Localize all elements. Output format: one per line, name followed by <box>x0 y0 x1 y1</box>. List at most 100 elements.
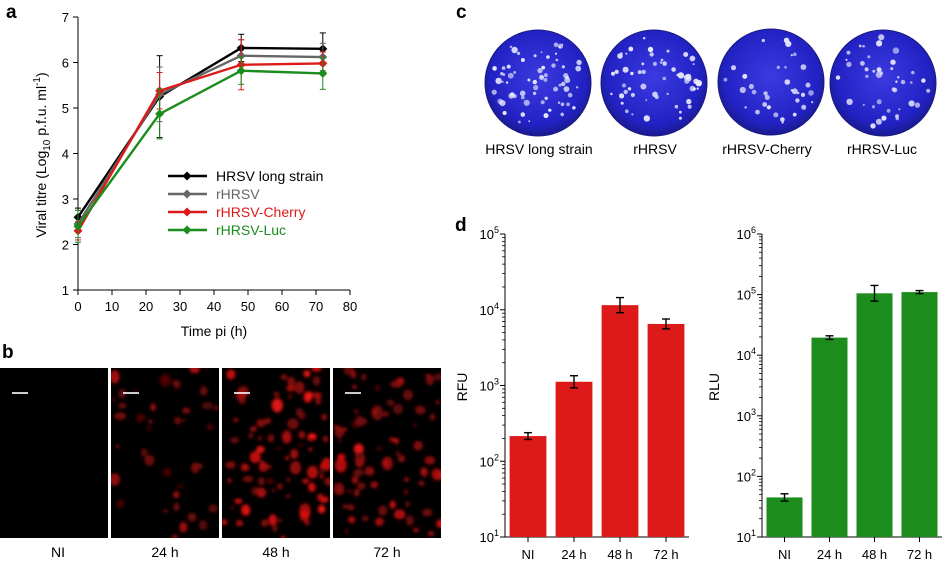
chart-d-right-ytick-label-3: 103 <box>737 407 756 424</box>
plaque-rhrsv-luc-36 <box>891 87 896 92</box>
plaque-rhrsv-4 <box>630 71 634 76</box>
cell-48-h-39 <box>259 459 265 466</box>
cell-72-h-64 <box>389 437 396 442</box>
cell-72-h-69 <box>333 424 340 430</box>
cell-24-h-23 <box>111 398 116 402</box>
cell-72-h-44 <box>422 508 433 517</box>
plaque-rhrsv-cherry-7 <box>744 106 747 109</box>
plaque-hrsv-long-strain-65 <box>520 58 525 62</box>
cell-24-h-29 <box>173 502 180 511</box>
plaque-rhrsv-39 <box>643 115 650 122</box>
cell-24-h-34 <box>174 416 182 425</box>
chart-d-left-ylabel: RFU <box>454 373 470 402</box>
chart-a-ytick-label-2: 2 <box>62 238 69 253</box>
cell-72-h-2 <box>357 482 366 490</box>
cell-24-h-27 <box>181 419 186 422</box>
cell-48-h-75 <box>247 432 254 439</box>
plaque-rhrsv-44 <box>676 73 679 77</box>
micrograph-label-48h: 48 h <box>262 544 289 560</box>
plaque-hrsv-long-strain-66 <box>541 65 546 70</box>
plaque-hrsv-long-strain-55 <box>551 63 556 68</box>
cell-72-h-70 <box>374 517 384 526</box>
plaque-rhrsv-47 <box>687 104 692 109</box>
cell-24-h-2 <box>146 425 152 432</box>
cell-24-h-31 <box>162 509 169 513</box>
plaque-rhrsv-luc-32 <box>872 69 876 73</box>
plaque-hrsv-long-strain-15 <box>553 42 559 48</box>
chart-d-left-ytick-label-5: 105 <box>480 225 499 242</box>
plaque-rhrsv-cherry-17 <box>762 102 768 107</box>
cell-24-h-33 <box>111 370 120 384</box>
cell-48-h-26 <box>233 418 238 422</box>
point-rhrsv-luc-3 <box>318 68 328 78</box>
plaque-rhrsv-cherry-5 <box>755 109 760 115</box>
cell-48-h-72 <box>299 443 303 447</box>
cell-24-h-22 <box>179 522 188 533</box>
plaque-rhrsv-cherry-30 <box>808 90 814 96</box>
cell-48-h-32 <box>324 477 330 486</box>
plaque-rhrsv-cherry-23 <box>790 89 794 92</box>
cell-48-h-65 <box>308 482 316 492</box>
plaque-rhrsv-cherry-1 <box>764 95 770 100</box>
cell-72-h-12 <box>420 467 428 476</box>
plaque-rhrsv-luc-34 <box>895 80 898 83</box>
chart-d-left-xtick-label-ni: NI <box>522 547 535 562</box>
cell-72-h-75 <box>361 515 369 522</box>
plaque-rhrsv-luc-15 <box>875 71 883 78</box>
plaque-rhrsv-50 <box>652 61 658 66</box>
plaque-hrsv-long-strain-49 <box>506 64 511 69</box>
plaque-rhrsv-luc-0 <box>865 74 869 78</box>
plaque-hrsv-long-strain-39 <box>561 65 565 69</box>
cell-72-h-17 <box>360 373 367 381</box>
cell-48-h-15 <box>302 478 310 484</box>
plate-rhrsv <box>600 29 708 137</box>
plaque-rhrsv-cherry-6 <box>730 65 737 71</box>
chart-d-left-bar-72-h <box>647 323 685 537</box>
chart-d-left-bar-24-h <box>555 381 593 537</box>
cell-48-h-71 <box>278 518 283 523</box>
plaque-hrsv-long-strain-11 <box>564 77 571 84</box>
chart-d-left-ytick-label-4: 104 <box>480 301 499 318</box>
cell-72-h-50 <box>351 384 357 389</box>
cell-72-h-46 <box>427 530 435 537</box>
plaque-hrsv-long-strain-27 <box>527 78 531 82</box>
panel-label-c: c <box>456 2 467 23</box>
cell-24-h-24 <box>148 418 153 425</box>
plaque-hrsv-long-strain-36 <box>563 73 569 79</box>
plaque-rhrsv-cherry-10 <box>793 52 797 57</box>
plaque-rhrsv-cherry-26 <box>761 38 765 43</box>
cell-72-h-47 <box>337 453 346 460</box>
cell-72-h-55 <box>341 463 347 468</box>
plaque-rhrsv-52 <box>662 61 667 66</box>
cell-24-h-21 <box>214 405 219 411</box>
cell-72-h-30 <box>347 489 352 493</box>
cell-48-h-20 <box>319 470 324 474</box>
cell-48-h-57 <box>307 447 313 452</box>
cell-72-h-8 <box>429 413 436 421</box>
cell-24-h-36 <box>116 499 125 508</box>
cell-48-h-81 <box>226 369 236 380</box>
cell-48-h-55 <box>283 437 287 440</box>
plaque-rhrsv-luc-21 <box>890 59 896 65</box>
chart-a-ytick-label-1: 1 <box>62 283 69 298</box>
plaque-rhrsv-cherry-15 <box>791 88 798 95</box>
plate-rhrsv-cherry <box>717 28 825 136</box>
plaque-hrsv-long-strain-60 <box>499 100 506 107</box>
cell-24-h-40 <box>171 534 179 538</box>
plaque-rhrsv-29 <box>641 62 645 66</box>
legend-marker-rhrsv <box>182 189 192 199</box>
cell-24-h-13 <box>114 412 127 420</box>
legend-label-rhrsv: rHRSV <box>216 186 260 202</box>
plaque-rhrsv-luc-7 <box>870 123 876 129</box>
micrograph-cells-24-h <box>111 368 219 538</box>
plaque-rhrsv-luc-13 <box>845 58 848 61</box>
cell-24-h-26 <box>144 454 155 466</box>
plaque-hrsv-long-strain-35 <box>566 102 570 107</box>
cell-72-h-1 <box>404 490 408 495</box>
plaque-rhrsv-luc-28 <box>871 105 876 109</box>
cell-48-h-3 <box>271 488 276 492</box>
cell-72-h-72 <box>351 475 359 485</box>
cell-24-h-17 <box>118 403 127 409</box>
cell-24-h-25 <box>111 473 120 486</box>
micrograph-label-ni: NI <box>51 544 65 560</box>
